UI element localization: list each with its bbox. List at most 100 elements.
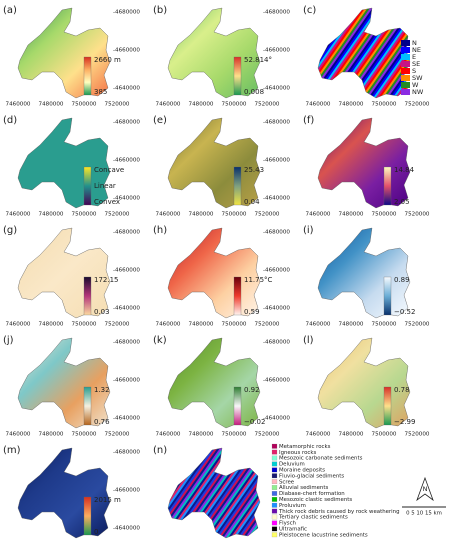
- legend-label: NW: [412, 88, 424, 96]
- y-coordinate-label: -4640000: [263, 306, 290, 312]
- map-area: [167, 337, 261, 429]
- x-coordinate-label: 7520000: [105, 212, 130, 218]
- y-coordinate-label: -4680000: [263, 230, 290, 236]
- legend-label: Igneous rocks: [279, 450, 316, 456]
- legend-swatch: [271, 473, 278, 479]
- y-coordinate-label: -4680000: [113, 120, 140, 126]
- x-coordinate-label: 7480000: [189, 432, 214, 438]
- y-coordinate-label: -4640000: [263, 86, 290, 92]
- panel-label: (b): [153, 5, 167, 16]
- x-coordinate-label: 7480000: [189, 102, 214, 108]
- x-coordinate-label: 7500000: [372, 432, 397, 438]
- x-coordinate-label: 7500000: [222, 432, 247, 438]
- x-coordinate-label: 7460000: [306, 102, 331, 108]
- colorbar-label: Concave: [94, 166, 124, 174]
- y-coordinate-label: -4660000: [263, 48, 290, 54]
- colorbar-label: 0.92: [244, 386, 260, 394]
- colorbar-label: −0.52: [394, 308, 415, 316]
- x-coordinate-label: 7460000: [156, 102, 181, 108]
- colorbar: [83, 386, 92, 426]
- x-coordinate-label: 7480000: [339, 432, 364, 438]
- x-coordinate-label: 7520000: [105, 322, 130, 328]
- panel-label: (d): [3, 115, 17, 126]
- colorbar: [83, 166, 92, 206]
- colorbar-label: −2.99: [394, 418, 415, 426]
- scale-bar: N 0 5 10 15 km: [402, 476, 446, 517]
- x-coordinate-label: 7460000: [156, 212, 181, 218]
- map-area: [17, 117, 111, 209]
- x-coordinate-label: 7460000: [306, 212, 331, 218]
- colorbar-label: 0.03: [94, 308, 110, 316]
- legend-swatch: [401, 61, 410, 67]
- legend-label: Flysch: [279, 521, 296, 527]
- legend-swatch: [401, 75, 410, 81]
- legend-label: Mesozoic clastic sediments: [279, 497, 352, 503]
- colorbar-label: Convex: [94, 198, 120, 206]
- legend-swatch: [271, 502, 278, 508]
- x-coordinate-label: 7500000: [72, 212, 97, 218]
- x-coordinate-label: 7520000: [405, 102, 430, 108]
- x-coordinate-label: 7520000: [405, 432, 430, 438]
- y-coordinate-label: -4660000: [263, 378, 290, 384]
- legend-swatch: [271, 496, 278, 502]
- x-coordinate-label: 7500000: [72, 102, 97, 108]
- y-coordinate-label: -4640000: [113, 196, 140, 202]
- map-area: [317, 227, 411, 319]
- legend-swatch: [271, 520, 278, 526]
- panel-label: (n): [153, 445, 167, 456]
- legend-swatch: [401, 68, 410, 74]
- x-coordinate-label: 7480000: [339, 102, 364, 108]
- colorbar-label: 52.814°: [244, 56, 272, 64]
- colorbar: [233, 166, 242, 206]
- colorbar-label: 14.84: [394, 166, 415, 174]
- x-coordinate-label: 7460000: [6, 102, 31, 108]
- legend-swatch: [271, 485, 278, 490]
- x-coordinate-label: 7500000: [222, 212, 247, 218]
- panel-label: (g): [3, 225, 17, 236]
- legend-label: Tertiary clastic sediments: [278, 515, 348, 521]
- y-coordinate-label: -4660000: [263, 158, 290, 164]
- map-area: [167, 447, 261, 539]
- map-area: [17, 447, 111, 539]
- colorbar: [83, 496, 92, 536]
- colorbar-label: 25.43: [244, 166, 264, 174]
- legend-label: N: [412, 39, 417, 47]
- x-coordinate-label: 7460000: [306, 322, 331, 328]
- colorbar: [233, 276, 242, 316]
- map-area: [17, 227, 111, 319]
- legend-label: Scree: [279, 479, 295, 485]
- legend-label: Moraine deposits: [279, 468, 325, 474]
- y-coordinate-label: -4680000: [113, 10, 140, 16]
- x-coordinate-label: 7460000: [306, 432, 331, 438]
- x-coordinate-label: 7480000: [39, 212, 64, 218]
- colorbar-label: 0.04: [244, 198, 260, 206]
- legend-swatch: [271, 467, 278, 473]
- map-area: [17, 7, 111, 99]
- colorbar-label: 2660 m: [94, 56, 121, 64]
- panel: (k) 7460000 7480000 7500000 7520000 -4680000 -…: [153, 335, 290, 438]
- x-coordinate-label: 7520000: [405, 212, 430, 218]
- legend-label: Pleistocene lacustrine sediments: [279, 532, 368, 538]
- legend-label: Mesozoic carbonate sediments: [279, 456, 363, 462]
- legend-swatch: [271, 443, 278, 449]
- x-coordinate-label: 7460000: [6, 212, 31, 218]
- legend-label: Proluvium: [279, 503, 306, 509]
- x-coordinate-label: 7520000: [255, 432, 280, 438]
- colorbar-label: 2.05: [394, 198, 410, 206]
- x-coordinate-label: 7520000: [405, 322, 430, 328]
- legend-swatch: [271, 508, 278, 514]
- colorbar: [233, 56, 242, 96]
- colorbar-label: Linear: [94, 182, 116, 190]
- y-coordinate-label: -4660000: [263, 268, 290, 274]
- legend-label: Fluvio-glacial sediments: [279, 473, 344, 479]
- colorbar-label: 11.75°C: [244, 276, 273, 284]
- legend-label: Alluvial sediments: [279, 485, 328, 491]
- legend-label: W: [412, 81, 419, 89]
- y-coordinate-label: -4640000: [113, 306, 140, 312]
- legend-swatch: [271, 491, 278, 496]
- legend-label: NE: [412, 46, 421, 54]
- x-coordinate-label: 7500000: [72, 322, 97, 328]
